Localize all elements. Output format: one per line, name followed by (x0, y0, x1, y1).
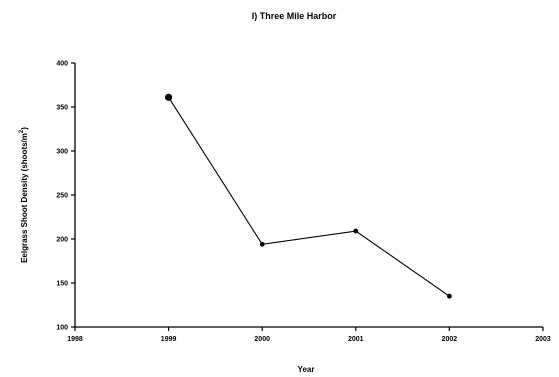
x-tick-label: 2003 (535, 336, 551, 343)
x-axis-label: Year (298, 365, 315, 374)
data-point (165, 93, 173, 101)
x-tick-label: 1999 (161, 336, 177, 343)
x-tick-label: 2001 (348, 336, 364, 343)
y-axis-label-close: ) (20, 127, 29, 130)
y-tick-label: 400 (56, 61, 68, 68)
data-point (447, 293, 452, 299)
y-tick-label: 300 (56, 149, 68, 156)
x-tick-label: 2002 (442, 336, 458, 343)
y-tick-label: 100 (56, 325, 68, 332)
y-axis-label-superscript: 2 (19, 129, 25, 133)
y-axis-label: Eelgrass Shoot Density (shoots/m2) (19, 127, 29, 263)
series-line (168, 97, 450, 297)
y-tick-label: 150 (56, 281, 68, 288)
y-tick-label: 200 (56, 237, 68, 244)
y-ticks: 100 150 200 250 300 350 400 (56, 61, 75, 332)
series-layer (165, 93, 452, 299)
axes (74, 63, 543, 328)
x-tick-label: 2000 (254, 336, 270, 343)
x-ticks: 1998 1999 2000 2001 2002 2003 (67, 327, 551, 343)
chart-title: I) Three Mile Harbor (252, 11, 337, 21)
x-tick-label: 1998 (67, 336, 83, 343)
data-point (353, 228, 359, 234)
y-axis-label-main: Eelgrass Shoot Density (shoots/m (20, 133, 29, 263)
data-point (259, 241, 265, 247)
y-tick-label: 250 (56, 193, 68, 200)
y-tick-label: 350 (56, 105, 68, 112)
